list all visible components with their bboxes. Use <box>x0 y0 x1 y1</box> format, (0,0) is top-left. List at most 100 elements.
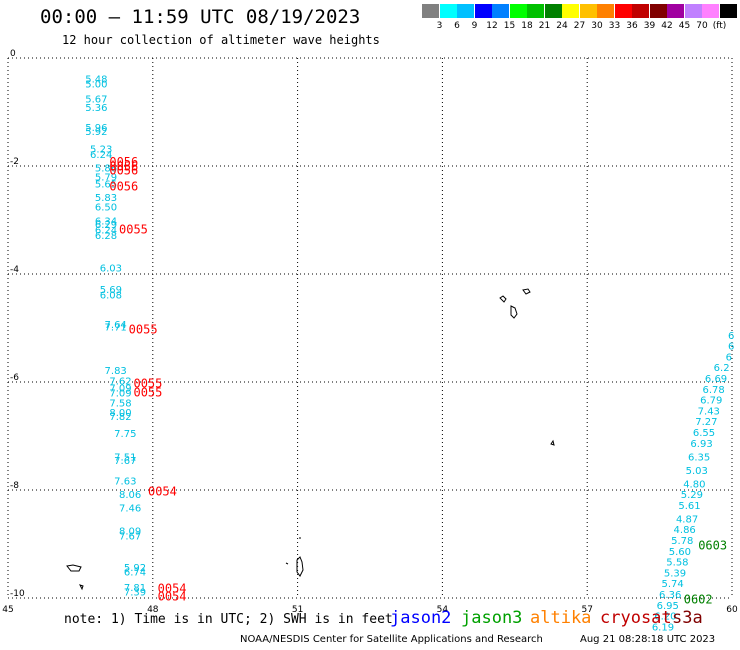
satellite-legend-item: cryosat <box>600 608 672 628</box>
colorbar-swatch <box>719 4 737 18</box>
swh-value: 5.78 <box>671 536 693 547</box>
colorbar-label: 24 <box>556 21 568 31</box>
time-label: 0054 <box>158 582 187 596</box>
time-label: 0056 <box>109 179 138 193</box>
swh-value: 5.74 <box>661 579 683 590</box>
swh-value: 7.09 <box>109 389 131 400</box>
swh-value: 6.20 <box>654 612 676 623</box>
colorbar-label: 15 <box>503 21 516 31</box>
x-tick-label: 45 <box>2 605 13 615</box>
colorbar-label: 12 <box>486 21 498 31</box>
swh-value: 5.61 <box>678 501 700 512</box>
swh-value: 7.27 <box>695 417 717 428</box>
colorbar-label: 45 <box>678 21 691 31</box>
swh-value: 5.48 <box>85 74 107 85</box>
colorbar-label: 42 <box>661 21 673 31</box>
colorbar-swatch <box>457 4 474 18</box>
swh-value: 8.00 <box>109 408 131 419</box>
swh-value: 8.09 <box>119 526 141 537</box>
swh-values: 5.485.005.675.365.965.925.236.245.865.79… <box>85 74 734 633</box>
swh-value: 5.92 <box>85 127 107 138</box>
colorbar-label: 21 <box>538 21 551 31</box>
swh-value: 5.00 <box>85 80 107 91</box>
colorbar-label: (ft) <box>712 21 727 31</box>
swh-value: 6 <box>728 331 734 342</box>
swh-value: 5.96 <box>85 123 107 134</box>
swh-value: 6 <box>726 352 732 363</box>
time-label: 0602 <box>684 592 713 606</box>
swh-value: 6.28 <box>95 231 117 242</box>
x-tick-label: 51 <box>292 605 303 615</box>
satellite-legend-item: jason2 <box>390 608 452 628</box>
island-outline <box>499 288 531 319</box>
time-label: 0056 <box>109 164 138 178</box>
time-label: 0055 <box>133 376 162 390</box>
swh-value: 6.36 <box>659 590 681 601</box>
time-label: 0055 <box>119 223 148 237</box>
colorbar-swatch <box>579 4 597 18</box>
colorbar-swatch <box>632 4 649 18</box>
colorbar-label: 27 <box>573 21 586 31</box>
swh-value: 6.79 <box>700 396 722 407</box>
y-tick-label: -6 <box>10 373 19 383</box>
colorbar-label: 33 <box>608 21 621 31</box>
time-label: 0056 <box>109 159 138 173</box>
swh-value: 4.87 <box>676 514 698 525</box>
swh-value: 6.55 <box>693 428 715 439</box>
swh-value: 6.08 <box>100 290 122 301</box>
time-labels: 0056005600560056005500550055005500540054… <box>109 155 727 606</box>
swh-value: 5.60 <box>669 547 691 558</box>
swh-value: 5.39 <box>664 568 686 579</box>
time-label: 0055 <box>133 386 162 400</box>
swh-value: 7.09 <box>109 384 131 395</box>
swh-value: 6.93 <box>690 439 712 450</box>
x-tick-label: 54 <box>437 605 449 615</box>
swh-value: 7.51 <box>114 452 136 463</box>
swh-value: 7.46 <box>119 504 141 515</box>
swh-value: 7.82 <box>109 412 131 423</box>
x-tick-label: 60 <box>726 605 738 615</box>
swh-value: 7.71 <box>105 323 127 334</box>
swh-value: 7.62 <box>109 377 131 388</box>
swh-value: 5.58 <box>666 558 688 569</box>
colorbar-label: 9 <box>471 21 478 31</box>
swh-value: 7.63 <box>114 477 136 488</box>
island-outline <box>550 439 555 446</box>
x-tick-label: 57 <box>581 605 592 615</box>
swh-value: 6.24 <box>90 150 112 161</box>
swh-value: 6.78 <box>702 385 724 396</box>
swh-value: 5.83 <box>95 193 117 204</box>
swh-value: 6.35 <box>688 452 710 463</box>
swh-value: 6.34 <box>95 216 117 227</box>
colorbar-label: 36 <box>626 21 638 31</box>
swh-value: 5.86 <box>95 163 117 174</box>
colorbar-label: 6 <box>454 21 460 31</box>
time-label: 0055 <box>129 322 158 336</box>
swh-value: 5.36 <box>85 103 107 114</box>
y-tick-label: -2 <box>10 157 19 167</box>
colorbar-swatch <box>439 4 457 18</box>
swh-value: 5.23 <box>90 145 112 156</box>
map-grid <box>7 57 733 599</box>
page-title: 00:00 – 11:59 UTC 08/19/2023 <box>40 6 361 28</box>
land-outlines <box>66 288 555 591</box>
y-tick-label: 0 <box>10 49 16 59</box>
y-tick-label: -8 <box>10 481 19 491</box>
colorbar-swatch <box>684 4 702 18</box>
colorbar-swatch <box>492 4 509 18</box>
swh-value: 7.75 <box>114 429 136 440</box>
colorbar-swatch <box>527 4 544 18</box>
island-outline <box>66 564 84 591</box>
island-outline <box>285 537 304 577</box>
page-subtitle: 12 hour collection of altimeter wave hei… <box>62 33 380 47</box>
colorbar-swatch <box>702 4 719 18</box>
colorbar-swatch <box>649 4 667 18</box>
footer-note: note: 1) Time is in UTC; 2) SWH is in fe… <box>64 612 393 627</box>
colorbar-swatch <box>667 4 684 18</box>
x-tick-label: 48 <box>147 605 159 615</box>
swh-value: 6.69 <box>705 374 727 385</box>
satellite-legend-item: jason3 <box>461 608 523 628</box>
colorbar-swatch <box>509 4 527 18</box>
colorbar-label: 18 <box>521 21 533 31</box>
